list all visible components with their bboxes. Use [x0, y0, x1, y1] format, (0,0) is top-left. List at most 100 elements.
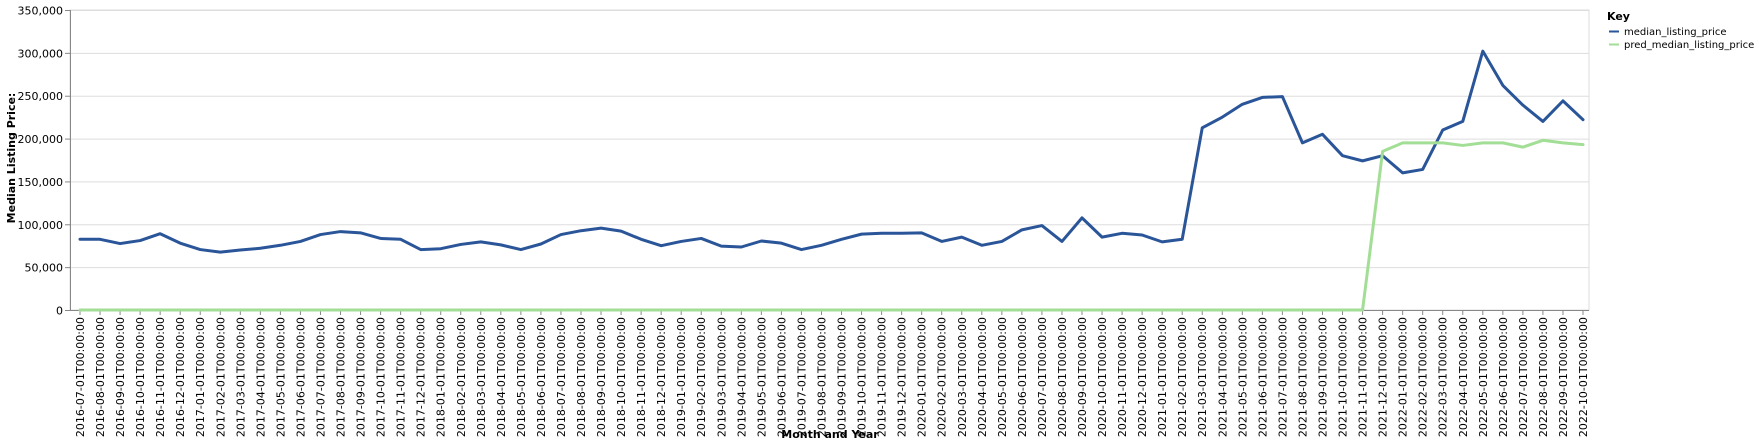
x-tick-label: 2016-12-01T00:00:00: [174, 317, 187, 437]
x-tick-label: 2016-10-01T00:00:00: [134, 317, 147, 437]
data-point-pred_median_listing_price: [1381, 150, 1384, 153]
x-tick-label: 2017-09-01T00:00:00: [355, 317, 368, 437]
data-point-pred_median_listing_price: [619, 308, 623, 312]
data-point-pred_median_listing_price: [78, 308, 82, 312]
x-tick-label: 2020-10-01T00:00:00: [1096, 317, 1109, 437]
x-tick-label: 2020-04-01T00:00:00: [976, 317, 989, 437]
y-tick-label: 150,000: [18, 176, 64, 189]
data-point-pred_median_listing_price: [1481, 141, 1485, 145]
data-point-median_listing_price: [219, 250, 222, 254]
x-tick-label: 2020-05-01T00:00:00: [996, 317, 1009, 437]
data-point-median_listing_price: [920, 231, 923, 235]
data-point-median_listing_price: [639, 238, 643, 241]
x-tick-label: 2018-07-01T00:00:00: [555, 317, 568, 437]
data-point-pred_median_listing_price: [1341, 308, 1344, 312]
x-tick-label: 2021-12-01T00:00:00: [1377, 317, 1390, 437]
x-tick-label: 2018-02-01T00:00:00: [455, 317, 468, 437]
data-point-pred_median_listing_price: [179, 308, 182, 312]
data-point-median_listing_price: [980, 244, 983, 247]
data-point-pred_median_listing_price: [359, 308, 362, 312]
x-tick-label: 2021-02-01T00:00:00: [1176, 317, 1189, 437]
data-point-pred_median_listing_price: [199, 308, 202, 312]
data-point-pred_median_listing_price: [740, 308, 743, 312]
data-point-median_listing_price: [1281, 95, 1284, 98]
data-point-pred_median_listing_price: [920, 308, 923, 312]
data-point-pred_median_listing_price: [1541, 139, 1545, 142]
data-point-median_listing_price: [860, 232, 863, 236]
x-tick-label: 2022-06-01T00:00:00: [1497, 317, 1510, 437]
data-point-median_listing_price: [1140, 233, 1144, 237]
x-tick-label: 2019-10-01T00:00:00: [856, 317, 869, 437]
data-point-pred_median_listing_price: [1581, 143, 1585, 146]
data-point-median_listing_price: [1080, 216, 1084, 220]
legend-title: Key: [1607, 10, 1630, 23]
data-point-pred_median_listing_price: [339, 308, 342, 312]
data-point-pred_median_listing_price: [820, 308, 823, 312]
x-tick-label: 2017-11-01T00:00:00: [395, 317, 408, 437]
data-point-median_listing_price: [239, 248, 242, 252]
data-point-pred_median_listing_price: [239, 308, 242, 312]
data-point-pred_median_listing_price: [980, 308, 983, 312]
data-point-median_listing_price: [780, 241, 783, 245]
data-point-pred_median_listing_price: [800, 308, 803, 312]
data-point-pred_median_listing_price: [259, 308, 262, 312]
x-tick-label: 2019-08-01T00:00:00: [815, 317, 828, 437]
x-tick-label: 2018-06-01T00:00:00: [535, 317, 548, 437]
data-point-median_listing_price: [379, 237, 382, 240]
data-point-median_listing_price: [760, 239, 763, 243]
data-point-median_listing_price: [1481, 49, 1485, 53]
data-point-median_listing_price: [1060, 240, 1064, 243]
x-tick-label: 2016-09-01T00:00:00: [114, 317, 127, 437]
data-point-median_listing_price: [299, 240, 302, 243]
x-axis-title: Month and Year: [781, 428, 879, 441]
data-point-pred_median_listing_price: [499, 308, 503, 312]
x-tick-label: 2022-02-01T00:00:00: [1417, 317, 1430, 437]
x-tick-label: 2021-10-01T00:00:00: [1337, 317, 1350, 437]
x-tick-label: 2019-09-01T00:00:00: [836, 317, 849, 437]
data-point-median_listing_price: [1461, 120, 1464, 123]
data-point-pred_median_listing_price: [940, 308, 943, 312]
x-tick-label: 2021-08-01T00:00:00: [1296, 317, 1309, 437]
x-tick-label: 2017-08-01T00:00:00: [335, 317, 348, 437]
data-point-median_listing_price: [539, 242, 543, 246]
data-point-pred_median_listing_price: [1261, 308, 1264, 312]
data-point-pred_median_listing_price: [1000, 308, 1004, 312]
y-tick-label: 350,000: [18, 5, 64, 18]
data-point-pred_median_listing_price: [1080, 308, 1084, 312]
data-point-median_listing_price: [459, 243, 462, 246]
x-tick-label: 2020-08-01T00:00:00: [1056, 317, 1069, 437]
data-point-median_listing_price: [1261, 96, 1264, 99]
x-tick-label: 2020-02-01T00:00:00: [936, 317, 949, 437]
x-tick-label: 2017-12-01T00:00:00: [415, 317, 428, 437]
plot-series: [78, 49, 1585, 312]
data-point-median_listing_price: [960, 235, 963, 239]
data-point-pred_median_listing_price: [1361, 308, 1364, 312]
data-point-median_listing_price: [279, 244, 282, 247]
data-point-median_listing_price: [118, 242, 122, 245]
y-axis: 0 50,000 100,000 150,000 200,000 250,000 300,0…: [18, 5, 71, 318]
data-point-pred_median_listing_price: [720, 308, 723, 312]
x-tick-label: 2021-03-01T00:00:00: [1196, 317, 1209, 437]
data-point-pred_median_listing_price: [1181, 308, 1184, 312]
data-point-pred_median_listing_price: [98, 308, 102, 312]
x-tick-label: 2018-11-01T00:00:00: [635, 317, 648, 437]
y-tick-label: 250,000: [18, 90, 64, 103]
y-tick-label: 300,000: [18, 47, 64, 60]
data-point-pred_median_listing_price: [158, 308, 162, 312]
data-point-pred_median_listing_price: [1461, 144, 1464, 147]
data-point-median_listing_price: [1401, 171, 1404, 175]
x-axis: 2016-07-01T00:00:00 2016-08-01T00:00:00 20…: [70, 310, 1590, 437]
data-point-pred_median_listing_price: [118, 308, 122, 312]
data-point-median_listing_price: [1541, 120, 1545, 123]
data-point-pred_median_listing_price: [780, 308, 783, 312]
x-tick-label: 2018-04-01T00:00:00: [495, 317, 508, 437]
y-tick-label: 50,000: [25, 262, 64, 275]
x-tick-label: 2020-03-01T00:00:00: [956, 317, 969, 437]
data-point-median_listing_price: [1221, 115, 1224, 119]
x-tick-label: 2022-07-01T00:00:00: [1517, 317, 1530, 437]
data-point-pred_median_listing_price: [1160, 308, 1164, 312]
data-point-pred_median_listing_price: [1521, 145, 1525, 149]
data-point-pred_median_listing_price: [1401, 141, 1404, 145]
data-point-median_listing_price: [199, 248, 202, 251]
x-tick-label: 2020-06-01T00:00:00: [1016, 317, 1029, 437]
